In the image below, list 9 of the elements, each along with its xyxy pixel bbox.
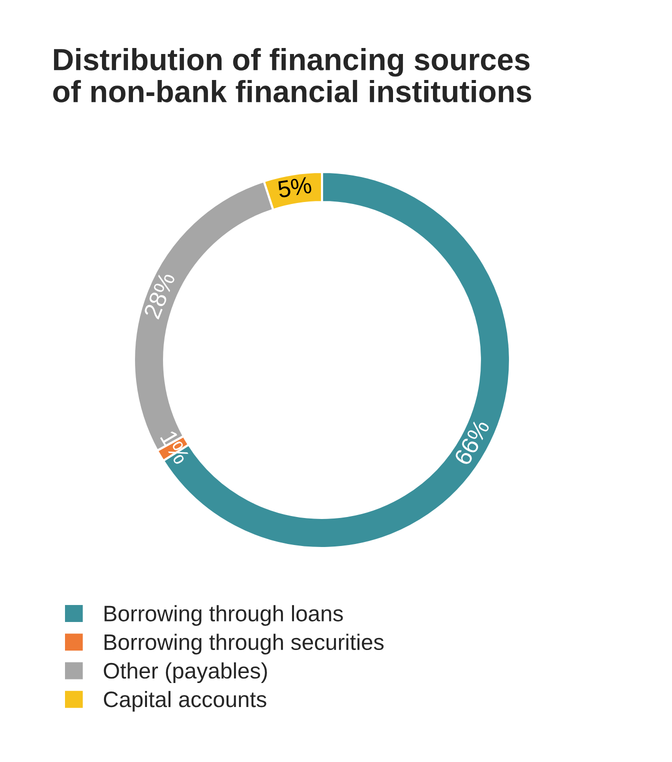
legend-label: Other (payables)	[104, 662, 267, 684]
chart-title: Distribution of financing sources of non-bank financial institutions	[53, 48, 532, 102]
legend-label: Borrowing through loans	[104, 605, 343, 626]
data-label: 66%	[454, 418, 490, 466]
data-label: 28%	[143, 271, 176, 320]
legend-label: Capital accounts	[104, 690, 266, 712]
data-label: 5%	[277, 176, 312, 198]
legend-label: Borrowing through securities	[104, 634, 384, 654]
data-label: 1%	[160, 430, 190, 466]
